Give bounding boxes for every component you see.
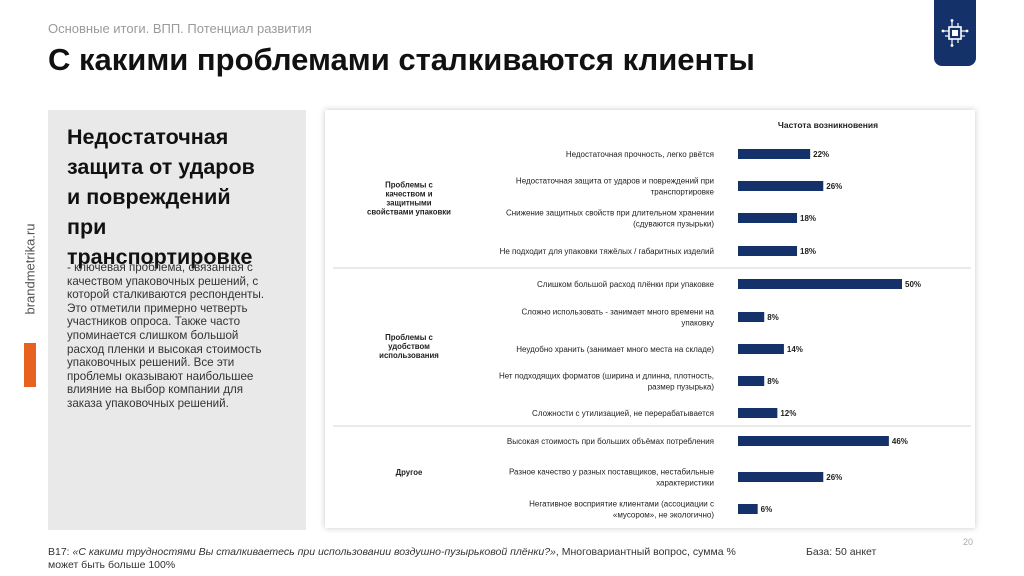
group-label: свойствами упаковки xyxy=(367,208,451,217)
bar-value-label: 22% xyxy=(813,150,829,159)
insight-heading-line: защита от ударов xyxy=(67,155,255,179)
breadcrumb: Основные итоги. ВПП. Потенциал развития xyxy=(48,21,312,36)
insight-body-line: - ключевая проблема, связанная с xyxy=(67,261,253,274)
insight-panel: Недостаточная защита от ударов и поврежд… xyxy=(48,110,306,530)
bar-category-label: Нет подходящих форматов (ширина и длинна… xyxy=(499,372,714,381)
group-label: Проблемы с xyxy=(385,333,433,342)
bar xyxy=(738,504,758,514)
bar-value-label: 8% xyxy=(767,377,779,386)
insight-heading-line: и повреждений xyxy=(67,185,231,209)
bar-value-label: 12% xyxy=(780,409,796,418)
group-label: использования xyxy=(379,351,439,360)
question-text: «С какими трудностями Вы сталкиваетесь п… xyxy=(72,546,556,558)
group-label: Проблемы с xyxy=(385,181,433,190)
bar xyxy=(738,344,784,354)
insight-body-line: проблемы оказывают наибольшее xyxy=(67,369,254,383)
side-accent-bar xyxy=(24,343,36,387)
bar-value-label: 18% xyxy=(800,214,816,223)
bar-category-label: транспортировке xyxy=(651,188,715,197)
bar-category-label: Разное качество у разных поставщиков, не… xyxy=(509,468,715,477)
column-header: Частота возникновения xyxy=(778,120,878,130)
group-label: удобством xyxy=(388,342,430,351)
bar-category-label: (сдуваются пузырьки) xyxy=(633,220,714,229)
bar-value-label: 8% xyxy=(767,313,779,322)
insight-heading-line: при xyxy=(67,215,107,239)
insight-body-line: Это отметили примерно четверть xyxy=(67,301,248,315)
bar xyxy=(738,213,798,223)
bar-value-label: 18% xyxy=(800,247,816,256)
circuit-chip-icon xyxy=(941,19,969,47)
bar-value-label: 26% xyxy=(826,473,842,482)
bar-category-label: характеристики xyxy=(656,479,714,488)
bar-category-label: Слишком большой расход плёнки при упаков… xyxy=(537,280,715,289)
insight-body-line: упаковочных решений. Все эти xyxy=(67,356,235,370)
bar-value-label: 6% xyxy=(761,505,773,514)
insight-body-line: упоминается слишком большой xyxy=(67,328,239,342)
bar-category-label: размер пузырька) xyxy=(648,383,715,392)
bar-category-label: Высокая стоимость при больших объёмах по… xyxy=(507,437,714,446)
insight-body-line: влияние на выбор компании для xyxy=(67,383,244,397)
question-code: B17: xyxy=(48,546,73,558)
side-brand: brandmetrika.ru xyxy=(13,205,47,333)
bar-category-label: Неудобно хранить (занимает много места н… xyxy=(516,345,714,354)
insight-heading: Недостаточная защита от ударов и поврежд… xyxy=(67,122,303,272)
insight-body-line: заказа упаковочных решений. xyxy=(67,396,229,410)
group-label: качеством и xyxy=(385,190,432,199)
question-note: , Многовариантный вопрос, сумма % может … xyxy=(48,546,736,571)
bar xyxy=(738,436,889,446)
bar xyxy=(738,312,765,322)
chart-panel: Частота возникновения Проблемы с качеством… xyxy=(325,110,975,528)
insight-body-line: качеством упаковочных решений, с xyxy=(67,274,259,288)
bar-value-label: 46% xyxy=(892,437,908,446)
insight-body-line: участников опроса. Также часто xyxy=(67,315,241,329)
base-note: База: 50 анкет xyxy=(806,546,877,558)
bar xyxy=(738,279,902,289)
footnote: B17: «С какими трудностями Вы сталкивает… xyxy=(48,546,748,572)
bar-category-label: Не подходит для упаковки тяжёлых / габар… xyxy=(500,247,714,256)
bar-category-label: «мусором», не экологично) xyxy=(613,511,714,520)
bar xyxy=(738,246,798,256)
page-number: 20 xyxy=(963,537,974,547)
bar-category-label: Недостаточная защита от ударов и поврежд… xyxy=(516,177,714,186)
insight-heading-line: транспортировке xyxy=(67,245,253,269)
group-label: защитными xyxy=(386,199,431,208)
bar xyxy=(738,376,765,386)
bar-category-label: Сложно использовать - занимает много вре… xyxy=(521,308,714,317)
group-label: Другое xyxy=(396,468,423,477)
bar-value-label: 14% xyxy=(787,345,803,354)
side-brand-text: brandmetrika.ru xyxy=(22,223,38,315)
insight-body-line: которой сталкиваются респонденты. xyxy=(67,288,265,302)
bar-category-label: Негативное восприятие клиентами (ассоциа… xyxy=(529,500,714,509)
insight-body-line: расход пленки и высокая стоимость xyxy=(67,342,262,356)
bar xyxy=(738,408,778,418)
bar-category-label: Недостаточная прочность, легко рвётся xyxy=(566,150,714,159)
bar-category-label: Снижение защитных свойств при длительном… xyxy=(506,209,714,218)
bar xyxy=(738,181,824,191)
page-title: С какими проблемами сталкиваются клиенты xyxy=(48,42,755,77)
insight-body: - ключевая проблема, связанная с качеств… xyxy=(67,261,299,411)
bar-value-label: 26% xyxy=(826,182,842,191)
bar-value-label: 50% xyxy=(905,280,921,289)
bar xyxy=(738,149,811,159)
bar-category-label: Сложности с утилизацией, не перерабатыва… xyxy=(532,409,714,418)
bar xyxy=(738,472,824,482)
insight-heading-line: Недостаточная xyxy=(67,125,229,149)
bar-category-label: упаковку xyxy=(681,319,714,328)
logo-badge xyxy=(934,0,976,66)
